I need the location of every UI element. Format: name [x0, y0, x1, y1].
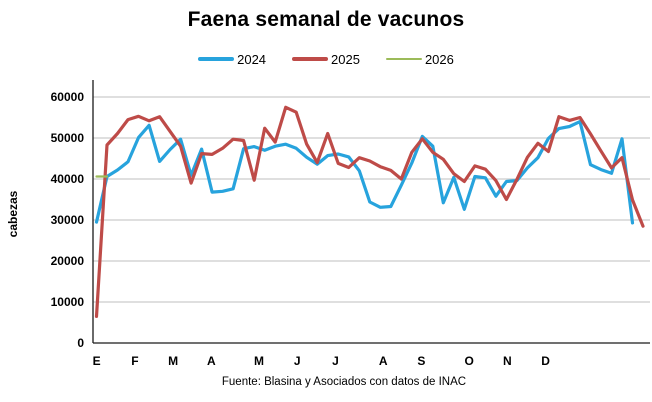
legend-label-2024: 2024 [237, 51, 267, 67]
series-line-2025 [94, 105, 645, 318]
y-tick-label: 0 [77, 336, 84, 350]
x-tick-label: E [92, 354, 101, 368]
chart-title: Faena semanal de vacunos [187, 8, 465, 31]
chart-legend: 2024 2025 2026 [0, 51, 652, 67]
x-tick-label: A [206, 354, 216, 368]
x-tick-label: M [254, 354, 265, 368]
legend-item-2026: 2026 [385, 51, 454, 67]
y-tick-label: 60000 [50, 90, 84, 104]
x-tick-label: J [293, 354, 301, 368]
y-tick-label: 40000 [50, 172, 84, 186]
y-tick-label: 20000 [50, 254, 84, 268]
x-tick-label: O [464, 354, 474, 368]
y-tick-label: 10000 [50, 295, 84, 309]
legend-swatch-2025 [292, 57, 329, 61]
legend-item-2025: 2025 [292, 53, 360, 66]
x-tick-label: D [541, 354, 550, 368]
legend-swatch-2026 [385, 58, 422, 60]
x-tick-label: M [168, 354, 179, 368]
legend-label-2025: 2025 [331, 51, 360, 67]
y-tick-label: 50000 [50, 131, 84, 145]
x-tick-label: N [503, 354, 512, 368]
legend-item-2024: 2024 [198, 53, 266, 66]
y-tick-label: 30000 [50, 213, 84, 227]
x-tick-label: F [131, 354, 139, 368]
legend-label-2026: 2026 [424, 51, 454, 67]
legend-swatch-2024 [198, 57, 235, 61]
x-tick-label: J [332, 354, 339, 368]
x-tick-label: A [378, 354, 388, 368]
source-note: Fuente: Blasina y Asociados con datos de… [221, 376, 467, 388]
x-tick-label: S [417, 354, 426, 368]
